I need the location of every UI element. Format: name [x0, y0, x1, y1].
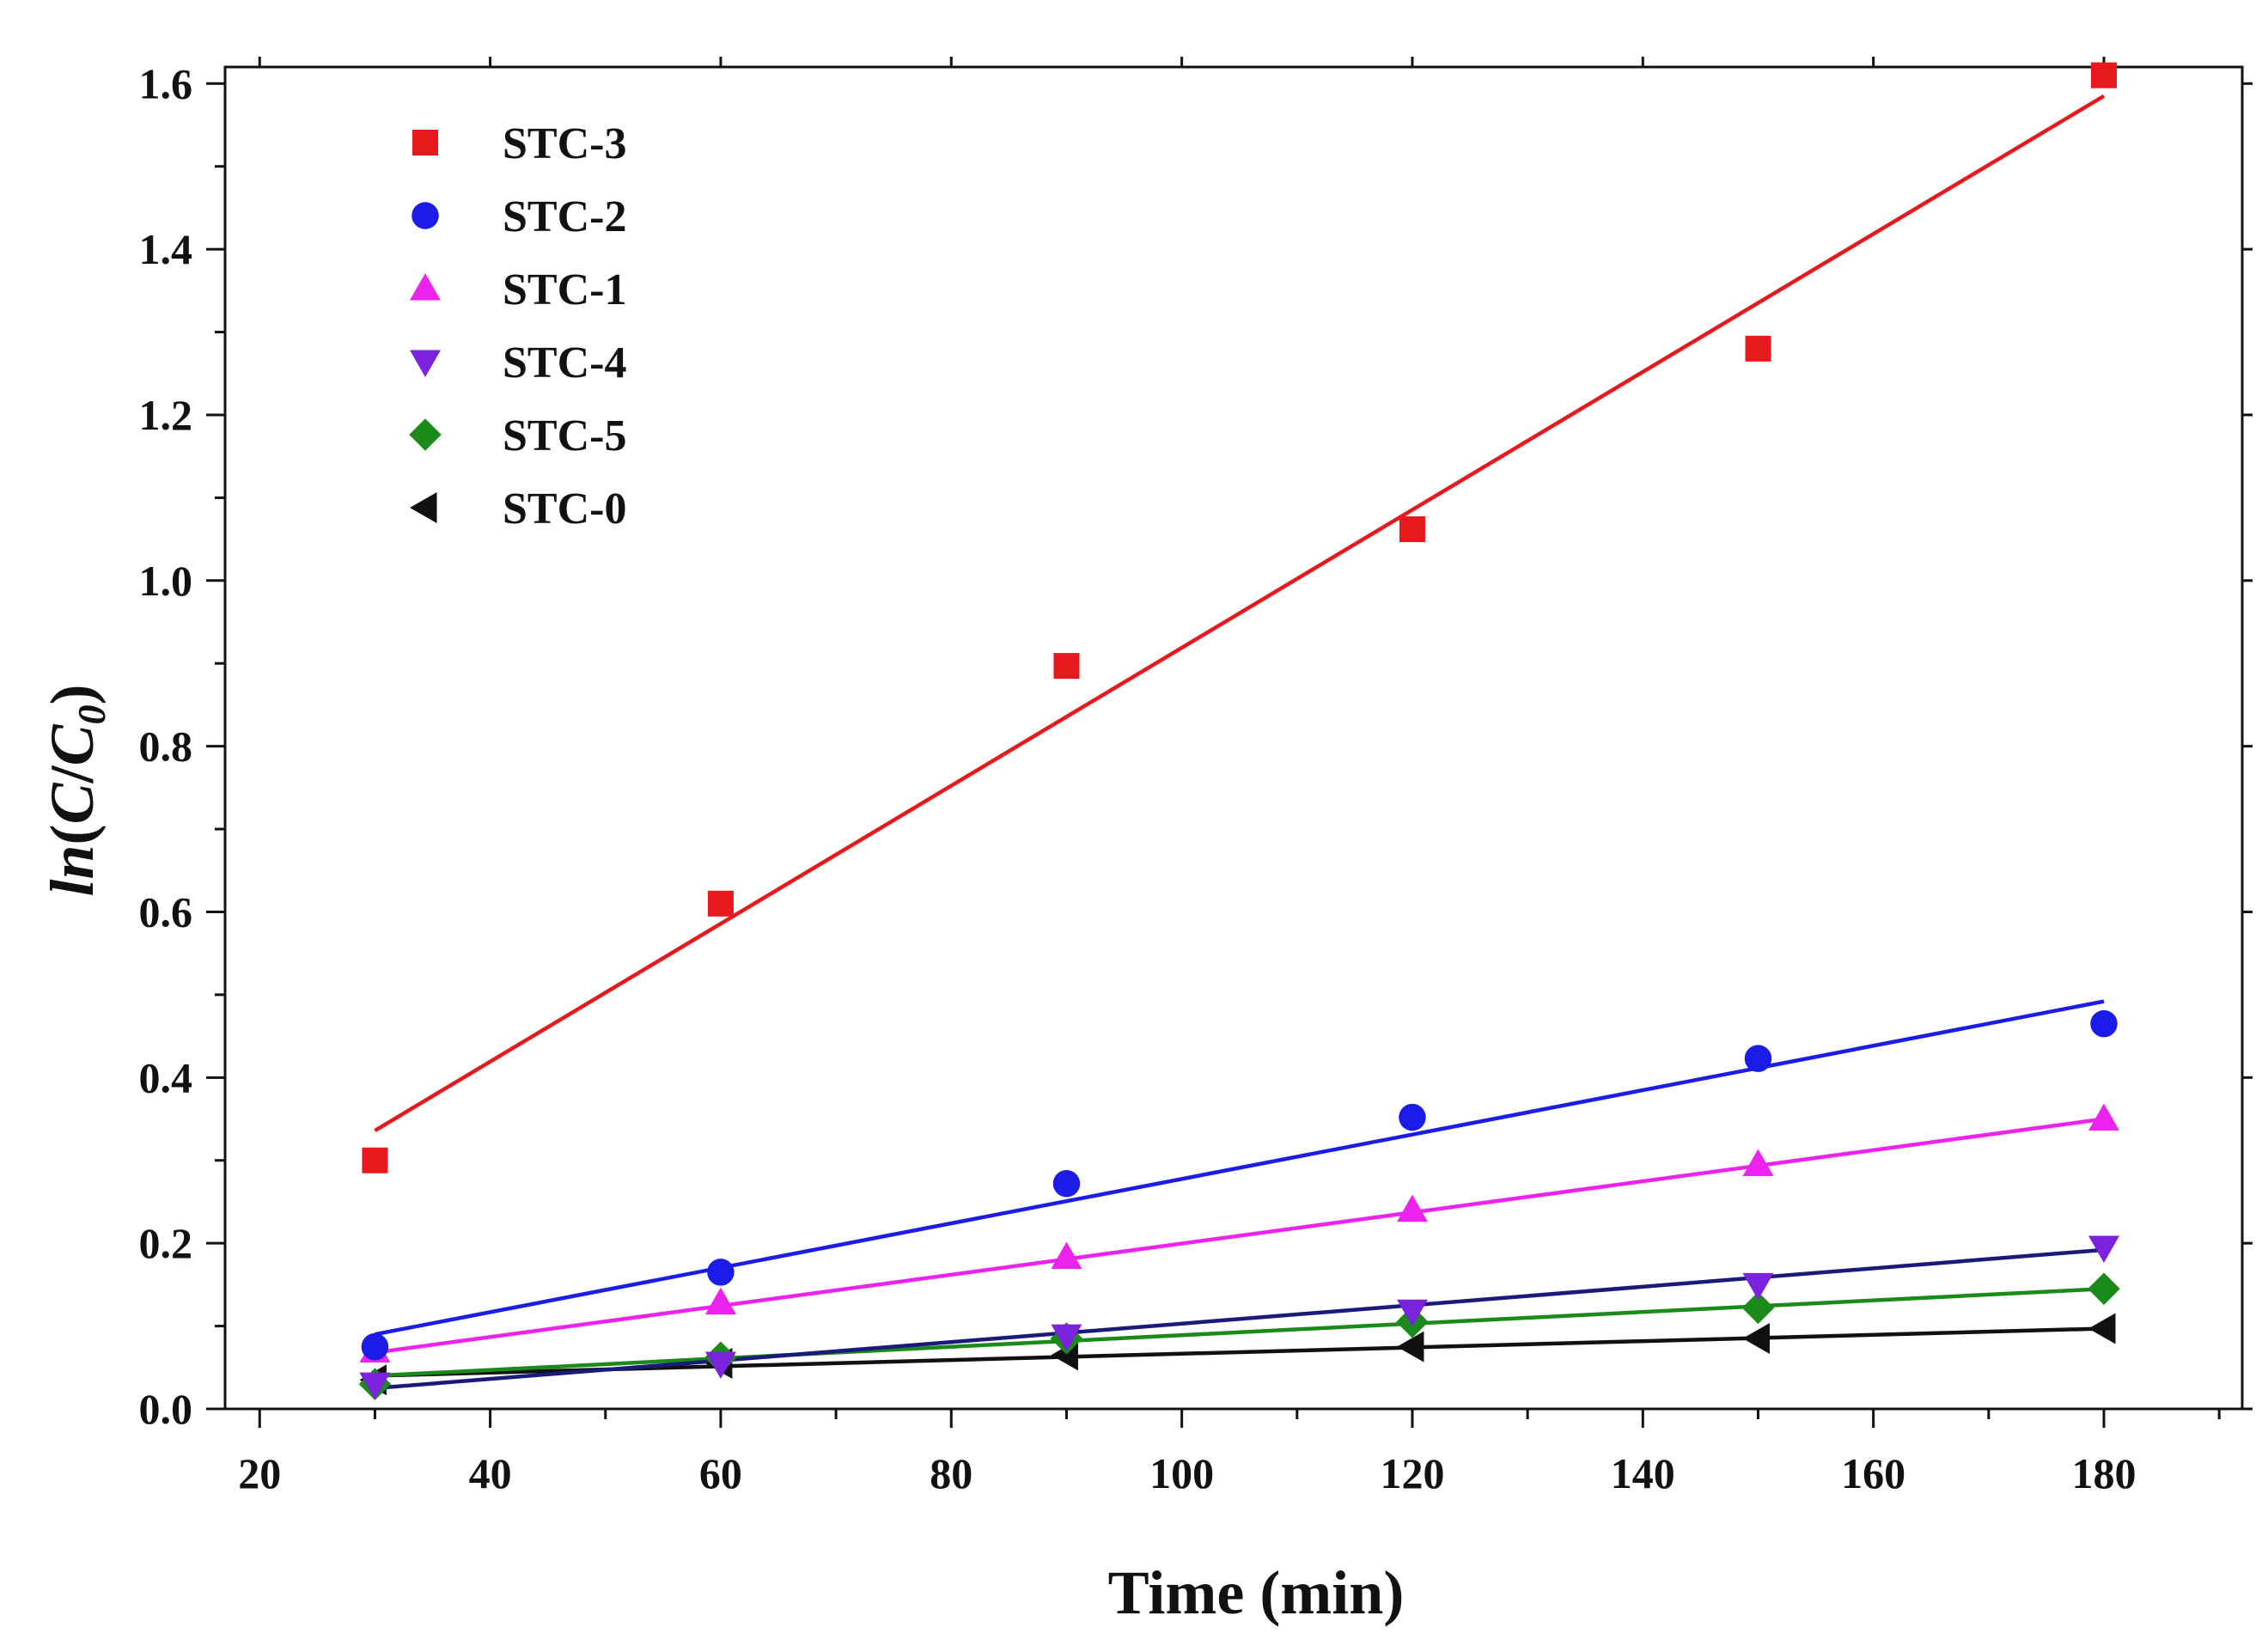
legend-label-stc-3: STC-3 [503, 119, 626, 168]
legend-marker-stc-2 [412, 202, 439, 229]
point-stc-2 [1744, 1045, 1772, 1072]
y-axis-title-part: / [38, 765, 107, 783]
y-axis-title-part: ( [38, 825, 107, 845]
point-stc-5 [1741, 1291, 1775, 1325]
legend-marker-stc-5 [409, 418, 442, 451]
x-tick-label: 120 [1380, 1449, 1444, 1497]
fit-line-stc-5 [375, 1286, 2105, 1378]
legend-marker-stc-4 [410, 350, 441, 377]
y-tick-label: 1.6 [139, 59, 193, 107]
axes-layer: 20 40 60 80 100 120 140 160 180 0.0 0.2 0.4 0.6 0.8 1.… [139, 57, 2253, 1497]
point-stc-4 [359, 1372, 391, 1400]
point-stc-0 [1396, 1331, 1424, 1363]
x-tick-label: 80 [930, 1449, 972, 1497]
y-axis-title-subscript: 0 [70, 704, 113, 724]
point-stc-4 [1742, 1272, 1774, 1301]
x-tick-label: 160 [1841, 1449, 1905, 1497]
x-tick-label: 40 [469, 1449, 512, 1497]
fit-line-stc-0 [375, 1326, 2105, 1378]
legend-marker-stc-1 [410, 273, 441, 301]
legend-marker-stc-0 [410, 492, 437, 523]
point-stc-0 [2088, 1313, 2116, 1344]
point-stc-2 [1399, 1103, 1426, 1131]
data-points-layer [358, 62, 2120, 1400]
point-stc-4 [1051, 1324, 1082, 1352]
legend-label-stc-4: STC-4 [503, 338, 626, 387]
point-stc-2 [2090, 1009, 2118, 1038]
x-tick-label: 60 [699, 1449, 742, 1497]
x-tick-label: 140 [1611, 1449, 1675, 1497]
y-axis-title-part: C [38, 783, 107, 825]
point-stc-4 [1396, 1299, 1428, 1327]
point-stc-2 [361, 1332, 389, 1361]
legend-label-stc-1: STC-1 [503, 265, 626, 314]
point-stc-3 [707, 890, 734, 917]
y-tick-label: 1.0 [139, 557, 193, 605]
fit-lines-layer [374, 94, 2106, 1391]
y-axis-title: ln(C/C0) [38, 684, 113, 896]
legend: STC-3 STC-2 STC-1 STC-4 STC-5 STC-0 [409, 119, 626, 533]
y-tick-label: 1.2 [139, 391, 193, 439]
x-tick-label: 180 [2071, 1449, 2136, 1497]
point-stc-1 [704, 1287, 736, 1315]
point-stc-2 [707, 1259, 735, 1286]
y-tick-label: 0.8 [139, 722, 193, 771]
point-stc-3 [1053, 653, 1080, 680]
point-stc-4 [704, 1351, 736, 1379]
fit-line-stc-3 [374, 94, 2106, 1132]
point-stc-3 [362, 1147, 388, 1174]
legend-marker-stc-3 [412, 130, 438, 155]
legend-label-stc-0: STC-0 [503, 485, 626, 533]
x-tick-label: 100 [1149, 1449, 1214, 1497]
y-axis-title-part: C [38, 723, 107, 765]
fit-line-stc-1 [375, 1117, 2105, 1355]
point-stc-3 [1399, 516, 1425, 543]
y-tick-label: 0.4 [139, 1053, 193, 1101]
x-tick-label: 20 [238, 1449, 281, 1497]
y-axis-title-part: ln [38, 845, 107, 897]
y-tick-label: 0.6 [139, 887, 193, 936]
legend-label-stc-2: STC-2 [503, 192, 626, 241]
point-stc-4 [2088, 1235, 2119, 1263]
point-stc-1 [1396, 1194, 1428, 1222]
fit-line-stc-4 [375, 1247, 2105, 1391]
fit-line-stc-2 [374, 999, 2105, 1337]
y-axis-title-part: ) [38, 684, 107, 704]
y-tick-label: 1.4 [139, 225, 193, 273]
point-stc-1 [1742, 1149, 1774, 1177]
legend-label-stc-5: STC-5 [503, 412, 626, 460]
point-stc-5 [2088, 1272, 2120, 1305]
point-stc-3 [2090, 62, 2117, 88]
point-stc-1 [1051, 1241, 1082, 1270]
y-tick-label: 0.0 [139, 1385, 193, 1433]
point-stc-2 [1052, 1169, 1081, 1198]
point-stc-0 [1742, 1323, 1770, 1355]
x-axis-title: Time (min) [1108, 1558, 1405, 1627]
point-stc-3 [1745, 335, 1771, 362]
y-tick-label: 0.2 [139, 1219, 193, 1267]
point-stc-1 [2088, 1103, 2119, 1131]
plot-frame [223, 65, 2244, 1411]
